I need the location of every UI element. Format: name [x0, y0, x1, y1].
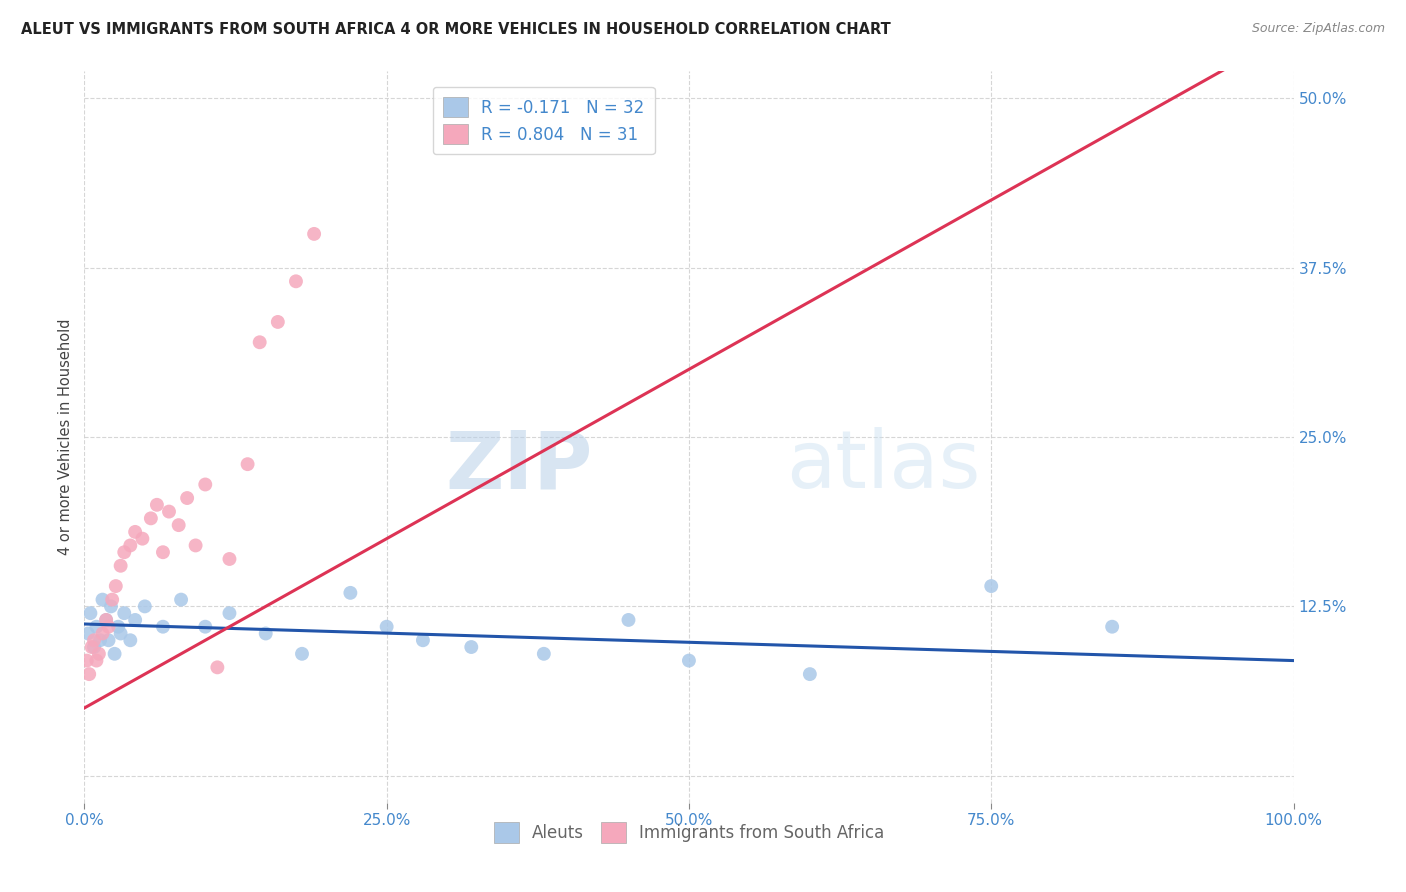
Point: [375, 620, 398, 634]
Point: [83, 633, 105, 648]
Point: [80, 640, 103, 654]
Text: atlas: atlas: [786, 427, 980, 506]
Point: [194, 477, 217, 491]
Point: [167, 518, 190, 533]
Y-axis label: 4 or more Vehicles in Household: 4 or more Vehicles in Household: [58, 318, 73, 556]
Text: ZIP: ZIP: [444, 427, 592, 506]
Point: [83, 640, 105, 654]
Point: [91, 592, 114, 607]
Point: [980, 579, 1002, 593]
Point: [218, 552, 240, 566]
Point: [120, 538, 142, 552]
Legend: Aleuts, Immigrants from South Africa: Aleuts, Immigrants from South Africa: [486, 815, 891, 849]
Point: [79, 606, 101, 620]
Point: [86, 654, 108, 668]
Point: [617, 613, 640, 627]
Point: [249, 335, 271, 350]
Point: [157, 505, 180, 519]
Point: [112, 606, 135, 620]
Point: [110, 626, 132, 640]
Point: [120, 633, 142, 648]
Point: [134, 599, 156, 614]
Point: [100, 599, 122, 614]
Point: [460, 640, 482, 654]
Point: [104, 579, 127, 593]
Point: [94, 613, 117, 627]
Point: [104, 647, 127, 661]
Point: [76, 654, 98, 668]
Point: [412, 633, 434, 648]
Point: [1101, 620, 1123, 634]
Point: [170, 592, 193, 607]
Point: [94, 613, 117, 627]
Point: [146, 498, 169, 512]
Point: [124, 613, 146, 627]
Point: [139, 511, 162, 525]
Point: [678, 654, 700, 668]
Point: [101, 592, 124, 607]
Point: [184, 538, 207, 552]
Point: [86, 620, 108, 634]
Point: [339, 586, 361, 600]
Point: [87, 647, 110, 661]
Text: ALEUT VS IMMIGRANTS FROM SOUTH AFRICA 4 OR MORE VEHICLES IN HOUSEHOLD CORRELATIO: ALEUT VS IMMIGRANTS FROM SOUTH AFRICA 4 …: [21, 22, 891, 37]
Point: [254, 626, 277, 640]
Point: [89, 633, 111, 648]
Point: [97, 620, 120, 634]
Point: [267, 315, 290, 329]
Point: [152, 620, 174, 634]
Point: [112, 545, 135, 559]
Point: [285, 274, 308, 288]
Point: [218, 606, 240, 620]
Point: [97, 633, 120, 648]
Point: [77, 667, 100, 681]
Point: [107, 620, 129, 634]
Point: [152, 545, 174, 559]
Point: [110, 558, 132, 573]
Point: [236, 457, 259, 471]
Point: [77, 626, 100, 640]
Point: [302, 227, 325, 241]
Point: [799, 667, 821, 681]
Text: Source: ZipAtlas.com: Source: ZipAtlas.com: [1251, 22, 1385, 36]
Point: [124, 524, 146, 539]
Point: [291, 647, 314, 661]
Point: [194, 620, 217, 634]
Point: [207, 660, 229, 674]
Point: [176, 491, 198, 505]
Point: [131, 532, 153, 546]
Point: [91, 626, 114, 640]
Point: [533, 647, 555, 661]
